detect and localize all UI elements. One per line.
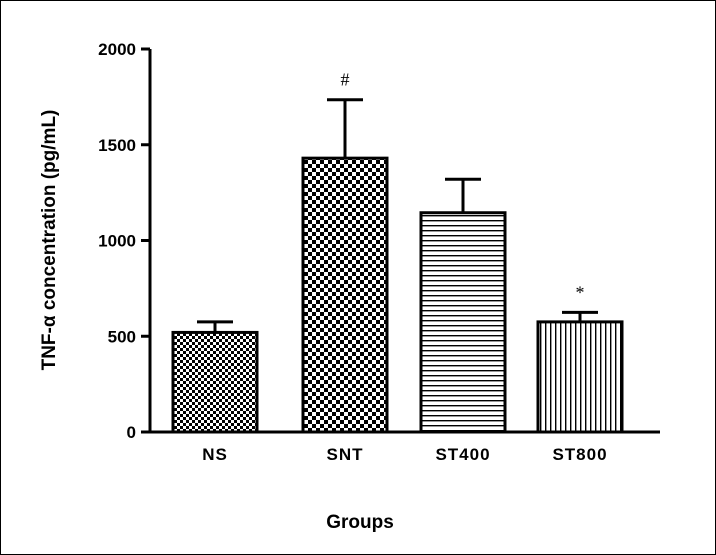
x-tick-label-snt: SNT	[327, 445, 364, 464]
x-tick-label-st800: ST800	[552, 445, 607, 464]
y-tick-label: 1000	[98, 232, 136, 251]
y-tick-label: 1500	[98, 136, 136, 155]
x-tick-label-ns: NS	[202, 445, 228, 464]
y-axis-title: TNF-α concentration (pg/mL)	[39, 110, 60, 371]
significance-marker-st800: *	[576, 282, 585, 302]
x-axis-title: Groups	[326, 512, 394, 533]
x-tick-label-st400: ST400	[435, 445, 490, 464]
y-tick-label: 2000	[98, 40, 136, 59]
y-tick-label: 0	[127, 423, 136, 442]
y-tick-label: 500	[108, 327, 136, 346]
bar-st800	[536, 320, 624, 434]
bar-snt	[301, 156, 389, 434]
significance-marker-snt: #	[341, 70, 350, 90]
bar-st400	[419, 211, 507, 434]
bar-ns	[171, 330, 259, 434]
